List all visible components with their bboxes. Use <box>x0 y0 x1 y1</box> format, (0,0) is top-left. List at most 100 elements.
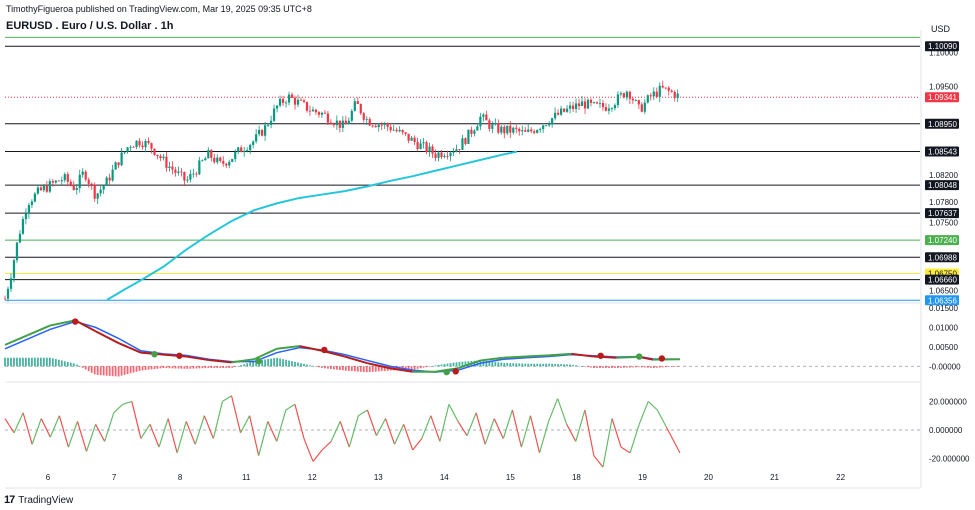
candle-body <box>571 105 575 109</box>
macd-histogram-bar <box>81 366 84 368</box>
macd-histogram-bar <box>186 366 189 369</box>
macd-histogram-bar <box>201 366 204 369</box>
macd-histogram-bar <box>111 366 114 377</box>
oscillator-segment <box>421 415 432 439</box>
candle-body <box>320 112 324 115</box>
candle-body <box>72 184 75 190</box>
candle-body <box>18 233 22 243</box>
candle-body <box>374 125 377 128</box>
candle-body <box>673 91 676 99</box>
candle-body <box>311 109 315 112</box>
price-axis-label: 1.09500 <box>929 82 958 91</box>
macd-histogram-bar <box>431 365 434 367</box>
candle-body <box>344 120 347 125</box>
candle-body <box>583 101 587 109</box>
candle-body <box>554 112 557 119</box>
currency-label[interactable]: USD <box>931 24 951 34</box>
oscillator-segment <box>222 395 232 402</box>
level-price-tag-label: 1.08543 <box>928 147 957 156</box>
macd-histogram-bar <box>542 363 545 367</box>
candle-body <box>574 103 578 109</box>
candle-body <box>607 108 611 111</box>
candle-body <box>90 183 93 185</box>
oscillator-segment <box>384 418 396 445</box>
macd-cross-marker <box>443 368 450 376</box>
candle-body <box>42 185 45 191</box>
candle-body <box>509 125 512 133</box>
macd-histogram-bar <box>581 366 583 367</box>
time-axis-label: 7 <box>112 473 117 482</box>
macd-histogram-bar <box>66 361 69 367</box>
macd-histogram-bar <box>138 366 141 371</box>
oscillator-segment <box>575 409 586 442</box>
oscillator-segment <box>430 415 441 442</box>
candle-body <box>646 95 649 103</box>
candle-body <box>413 137 416 142</box>
oscillator-segment <box>584 409 595 456</box>
macd-line-segment <box>457 359 481 370</box>
candle-body <box>305 101 309 111</box>
macd-histogram-bar <box>524 363 527 367</box>
current-price-tag[interactable] <box>925 92 959 103</box>
oscillator-segment <box>566 424 577 442</box>
candle-body <box>446 156 449 157</box>
macd-histogram-bar <box>48 357 51 367</box>
macd-histogram-bar <box>461 361 464 367</box>
level-price-tag-label: 1.07637 <box>928 209 957 218</box>
macd-line-segment <box>548 352 572 357</box>
macd-histogram-bar <box>159 366 162 369</box>
macd-histogram-bar <box>16 357 18 367</box>
candle-body <box>326 113 329 123</box>
candle-body <box>631 98 634 101</box>
candle-body <box>425 142 428 153</box>
macd-histogram-bar <box>99 366 102 376</box>
macd-histogram-bar <box>458 361 461 367</box>
level-price-tag <box>925 41 959 52</box>
candle-body <box>539 129 542 131</box>
price-axis-label: 1.10000 <box>929 48 958 57</box>
candle-body <box>371 125 374 127</box>
candle-body <box>60 180 63 182</box>
candle-body <box>287 94 291 103</box>
macd-histogram-bar <box>264 359 267 367</box>
symbol-title[interactable]: EURUSD . Euro / U.S. Dollar . 1h <box>6 20 174 32</box>
macd-histogram-bar <box>332 366 335 370</box>
tradingview-branding[interactable]: 17 TradingView <box>4 494 73 506</box>
candle-body <box>284 102 288 104</box>
oscillator-segment <box>49 415 60 438</box>
candle-body <box>560 108 563 115</box>
candle-body <box>386 123 389 127</box>
candle-body <box>512 127 515 133</box>
oscillator-segment <box>22 412 33 445</box>
oscillator-segment <box>403 424 414 451</box>
candle-body <box>267 124 270 126</box>
candle-body <box>299 99 303 101</box>
candle-body <box>269 120 273 125</box>
candle-body <box>586 99 590 109</box>
candle-body <box>431 146 434 154</box>
oscillator-segment <box>348 415 359 448</box>
macd-histogram-bar <box>183 366 186 369</box>
macd-histogram-bar <box>640 366 643 368</box>
candle-body <box>392 129 395 131</box>
candle-body <box>168 166 171 168</box>
macd-histogram-bar <box>419 366 422 369</box>
current-price-tag-label: 1.09341 <box>928 93 957 102</box>
candle-body <box>359 103 362 114</box>
candle-body <box>619 93 622 95</box>
candle-body <box>237 147 240 152</box>
candle-body <box>449 152 452 157</box>
candle-body <box>479 116 482 127</box>
candle-body <box>503 126 506 134</box>
macd-histogram-bar <box>243 364 246 367</box>
macd-histogram-bar <box>324 366 326 369</box>
macd-histogram-bar <box>75 364 78 367</box>
macd-histogram-bar <box>566 364 568 367</box>
macd-histogram-bar <box>596 366 598 368</box>
oscillator-segment <box>475 412 486 445</box>
candle-body <box>598 103 602 104</box>
macd-histogram-bar <box>551 363 554 367</box>
macd-cross-marker <box>255 358 262 365</box>
macd-histogram-bar <box>353 366 356 372</box>
